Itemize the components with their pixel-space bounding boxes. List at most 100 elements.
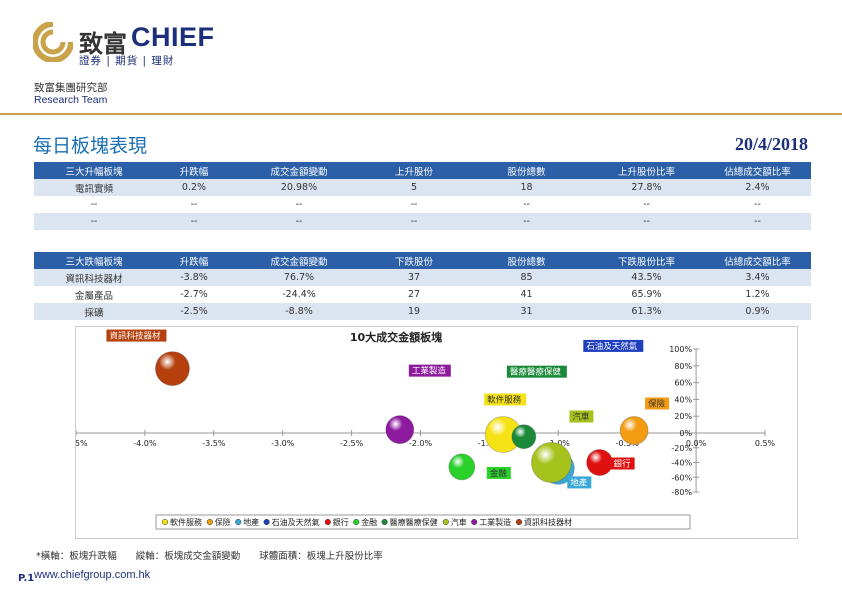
bubble-label: 軟件服務 bbox=[487, 394, 522, 405]
gainers-table: 三大升幅板塊 升跌幅 成交金額變動 上升股份 股份總數 上升股份比率 佔總成交額… bbox=[34, 162, 811, 230]
x-tick-label: 0.5% bbox=[755, 439, 776, 448]
legend-item: 地產 bbox=[243, 517, 259, 527]
bubble-label: 汽車 bbox=[572, 412, 590, 423]
legend-swatch bbox=[263, 518, 270, 526]
table-header: 三大跌幅板塊 bbox=[34, 252, 154, 269]
bubble-label: 地產 bbox=[570, 477, 588, 488]
table-cell: 1.2% bbox=[704, 286, 811, 303]
table-cell: 43.5% bbox=[589, 269, 704, 286]
bubble-銀行 bbox=[586, 449, 614, 476]
table-cell: 65.9% bbox=[589, 286, 704, 303]
table-header: 成交金額變動 bbox=[234, 162, 364, 179]
table-cell: 資訊科技器材 bbox=[34, 269, 154, 286]
legend-swatch bbox=[206, 518, 213, 526]
bubble-label-bg bbox=[484, 393, 527, 406]
table-header-row: 三大跌幅板塊 升跌幅 成交金額變動 下跌股份 股份總數 下跌股份比率 佔總成交額… bbox=[34, 252, 811, 269]
x-tick-label: -3.5% bbox=[202, 439, 226, 448]
table-cell: -- bbox=[364, 196, 464, 213]
table-cell: 20.98% bbox=[234, 179, 364, 196]
table-cell: 3.4% bbox=[704, 269, 811, 286]
table-cell: -8.8% bbox=[234, 303, 364, 320]
table-header: 上升股份比率 bbox=[589, 162, 704, 179]
bubble-label-bg bbox=[486, 466, 511, 479]
table-cell: -- bbox=[704, 213, 811, 230]
y-tick-label: -60% bbox=[671, 473, 692, 482]
table-row: -- -- -- -- -- -- -- bbox=[34, 213, 811, 230]
x-tick-label: -1.0% bbox=[547, 439, 571, 448]
table-cell: -- bbox=[154, 213, 234, 230]
table-header: 上升股份 bbox=[364, 162, 464, 179]
bubble-label-bg bbox=[583, 339, 644, 352]
bubble-label-bg bbox=[506, 365, 567, 378]
legend-item: 石油及天然氣 bbox=[272, 517, 320, 527]
chart-title: 10大成交金額板塊 bbox=[350, 330, 442, 344]
x-tick-label: -0.5% bbox=[616, 439, 640, 448]
table-row: 資訊科技器材 -3.8% 76.7% 37 85 43.5% 3.4% bbox=[34, 269, 811, 286]
legend-swatch bbox=[353, 518, 360, 526]
bubble-醫療醫療保健 bbox=[511, 424, 537, 450]
bubble-label: 銀行 bbox=[614, 459, 632, 470]
table-cell: -- bbox=[589, 196, 704, 213]
table-cell: 電訊實頻 bbox=[34, 179, 154, 196]
table-cell: 5 bbox=[364, 179, 464, 196]
website-link[interactable]: www.chiefgroup.com.hk bbox=[34, 569, 151, 581]
table-header: 佔總成交額比率 bbox=[704, 252, 811, 269]
table-cell: 41 bbox=[464, 286, 589, 303]
table-row: 電訊實頻 0.2% 20.98% 5 18 27.8% 2.4% bbox=[34, 179, 811, 196]
legend-item: 銀行 bbox=[333, 517, 349, 527]
legend-swatch bbox=[471, 518, 478, 526]
y-tick-label: -20% bbox=[671, 444, 692, 453]
legend-swatch bbox=[442, 518, 449, 526]
table-row: -- -- -- -- -- -- -- bbox=[34, 196, 811, 213]
table-header-row: 三大升幅板塊 升跌幅 成交金額變動 上升股份 股份總數 上升股份比率 佔總成交額… bbox=[34, 162, 811, 179]
department: 致富集團研究部 bbox=[34, 82, 108, 94]
table-cell: 2.4% bbox=[704, 179, 811, 196]
table-cell: 19 bbox=[364, 303, 464, 320]
table-cell: 18 bbox=[464, 179, 589, 196]
bubble-label: 資訊科技器材 bbox=[109, 331, 161, 342]
legend-box bbox=[155, 514, 691, 530]
x-tick-label: -4.0% bbox=[133, 439, 157, 448]
table-cell: 37 bbox=[364, 269, 464, 286]
bubble-保險 bbox=[619, 415, 649, 445]
table-cell: -- bbox=[364, 213, 464, 230]
table-cell: -- bbox=[464, 213, 589, 230]
legend-swatch bbox=[381, 518, 388, 526]
table-cell: -3.8% bbox=[154, 269, 234, 286]
logo-subtitle: 證券 | 期貨 | 理財 bbox=[79, 55, 175, 67]
legend-item: 醫療醫療保健 bbox=[390, 517, 438, 527]
table-header: 成交金額變動 bbox=[234, 252, 364, 269]
bubble-label: 工業製造 bbox=[412, 366, 447, 377]
team: Research Team bbox=[34, 94, 108, 106]
bubble-label-bg bbox=[610, 457, 635, 470]
y-tick-label: -40% bbox=[671, 459, 692, 468]
legend-item: 汽車 bbox=[451, 517, 467, 527]
legend-item: 保險 bbox=[215, 517, 231, 527]
y-tick-label: -80% bbox=[671, 488, 692, 497]
table-cell: 採礦 bbox=[34, 303, 154, 320]
legend-swatch bbox=[515, 518, 523, 526]
bubble-label-bg bbox=[408, 364, 451, 377]
table-header: 升跌幅 bbox=[154, 162, 234, 179]
footnote: *橫軸：板塊升跌幅 縱軸：板塊成交金額變動 球體面積：板塊上升股份比率 bbox=[36, 551, 383, 562]
table-cell: -24.4% bbox=[234, 286, 364, 303]
y-tick-label: 80% bbox=[674, 362, 692, 371]
y-tick-label: 40% bbox=[674, 395, 692, 404]
table-header: 下跌股份比率 bbox=[589, 252, 704, 269]
x-tick-label: -2.0% bbox=[409, 439, 433, 448]
table-cell: -- bbox=[234, 213, 364, 230]
x-tick-label: 0.0% bbox=[686, 439, 707, 448]
table-cell: 金屬產品 bbox=[34, 286, 154, 303]
table-cell: 85 bbox=[464, 269, 589, 286]
y-tick-label: 20% bbox=[674, 412, 692, 421]
table-header: 升跌幅 bbox=[154, 252, 234, 269]
x-tick-label: -3.0% bbox=[271, 439, 295, 448]
table-header: 三大升幅板塊 bbox=[34, 162, 154, 179]
table-cell: -- bbox=[589, 213, 704, 230]
losers-table: 三大跌幅板塊 升跌幅 成交金額變動 下跌股份 股份總數 下跌股份比率 佔總成交額… bbox=[34, 252, 811, 320]
bubble-label-bg bbox=[645, 397, 670, 410]
legend-item: 工業製造 bbox=[479, 517, 511, 527]
x-tick-label: -2.5% bbox=[340, 439, 364, 448]
bubble-chart: 10大成交金額板塊 -4.5% -4.0% -3.5% -3.0% -2.5% -2.0%… bbox=[64, 326, 798, 539]
table-cell: 27 bbox=[364, 286, 464, 303]
